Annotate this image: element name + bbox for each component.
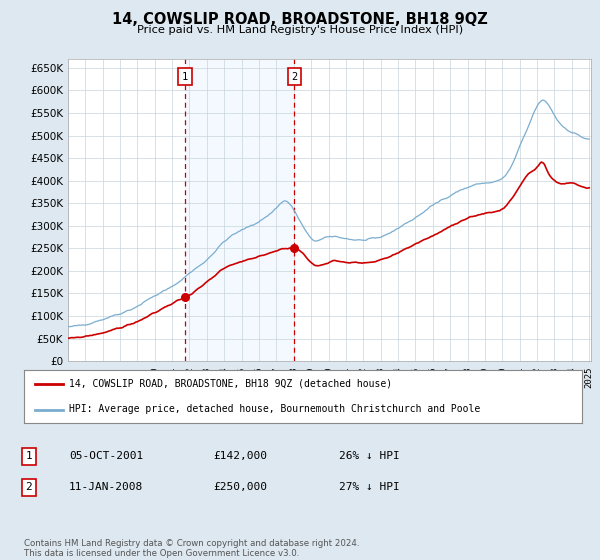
Text: 26% ↓ HPI: 26% ↓ HPI [339, 451, 400, 461]
Text: 14, COWSLIP ROAD, BROADSTONE, BH18 9QZ: 14, COWSLIP ROAD, BROADSTONE, BH18 9QZ [112, 12, 488, 27]
Bar [185, 59, 295, 361]
Text: 14, COWSLIP ROAD, BROADSTONE, BH18 9QZ (detached house): 14, COWSLIP ROAD, BROADSTONE, BH18 9QZ (… [68, 379, 392, 389]
Text: Price paid vs. HM Land Registry's House Price Index (HPI): Price paid vs. HM Land Registry's House … [137, 25, 463, 35]
Text: £142,000: £142,000 [213, 451, 267, 461]
Text: 11-JAN-2008: 11-JAN-2008 [69, 482, 143, 492]
Text: 05-OCT-2001: 05-OCT-2001 [69, 451, 143, 461]
Text: 1: 1 [25, 451, 32, 461]
Text: HPI: Average price, detached house, Bournemouth Christchurch and Poole: HPI: Average price, detached house, Bour… [68, 404, 480, 414]
Text: 2: 2 [25, 482, 32, 492]
Text: Contains HM Land Registry data © Crown copyright and database right 2024.
This d: Contains HM Land Registry data © Crown c… [24, 539, 359, 558]
Text: 1: 1 [182, 72, 188, 82]
Text: £250,000: £250,000 [213, 482, 267, 492]
Text: 27% ↓ HPI: 27% ↓ HPI [339, 482, 400, 492]
Text: 2: 2 [292, 72, 298, 82]
